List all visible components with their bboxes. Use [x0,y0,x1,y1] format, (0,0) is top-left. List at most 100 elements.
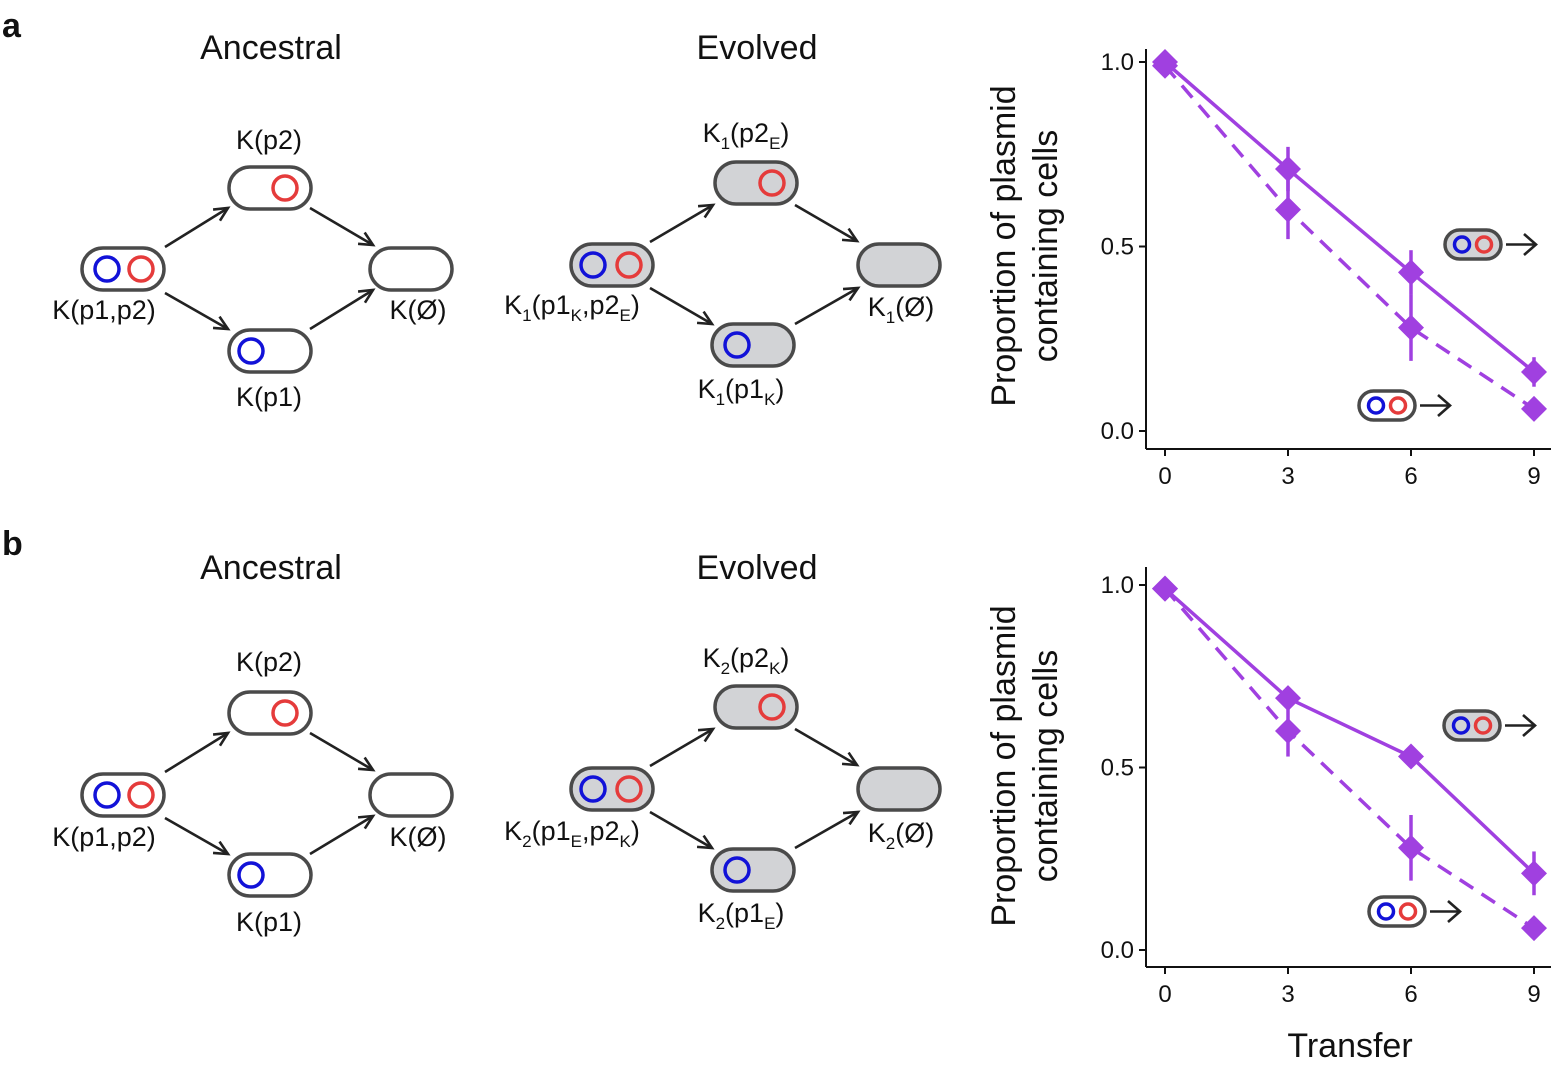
arrowhead-icon [841,751,860,767]
arrowhead-icon [697,727,716,743]
x-axis-label: Transfer [1287,1027,1412,1065]
y-axis-label-line2: containing cells [1027,650,1065,882]
evolved-diagram-b: Evolved K2(p1E,p2K) K2(p2K) K2(p1E) K2(Ø… [504,549,942,933]
legend-solid-b [1442,709,1537,742]
y-tick-label: 0.5 [1101,234,1134,261]
arrowhead-icon [357,814,376,830]
x-tick-label: 3 [1281,463,1294,490]
arrow-loss-p1 [649,203,714,244]
arrow-loss-p2 [309,731,374,772]
arrow-loss-p2 [649,810,713,850]
data-point-marker [1521,860,1547,887]
plot-area-a: 0.0 0.5 1.0 0 3 6 9 [1101,49,1551,490]
arrowhead-icon [212,731,231,747]
arrowhead-icon [696,310,715,326]
arrow-loss-p1 [164,731,229,774]
data-point-marker [1275,685,1301,712]
label-p1: K2(p1E) [698,898,785,933]
plasmid-p2-icon [271,174,299,202]
cell-plasmid-free [856,766,942,812]
panel-b: b Ancestral K(p1,p2) K(p2) K(p1) K(Ø) Ev… [2,525,1551,1065]
arrowhead-icon [842,810,861,826]
y-tick-label: 0.0 [1101,418,1134,445]
plasmid-p1-icon [1366,396,1386,415]
arrowheads [212,203,861,856]
legend-arrow-icon [1430,900,1462,923]
arrow-loss-p1 [794,286,859,326]
data-point-marker [1275,156,1301,183]
data-point-marker [1152,575,1178,602]
plasmid-p2-icon [615,251,643,279]
plasmid-p1-icon [579,775,607,803]
arrow-loss-p2 [649,286,713,326]
x-tick-label: 3 [1281,981,1294,1008]
legend-arrow-icon [1420,394,1452,417]
plasmid-p1-icon [723,856,751,884]
data-point-marker [1398,314,1424,341]
plasmid-p1-icon [237,861,265,889]
series-line-dashed [1163,587,1535,930]
series-line-solid [1163,60,1536,374]
cell-plasmid-free [368,246,454,292]
data-point-marker [1275,718,1301,744]
cell-p1-only [227,852,313,898]
arrow-loss-p1 [794,810,859,850]
plasmid-p2-icon [127,255,155,283]
legend-arrow-icon [1506,233,1538,256]
label-none: K(Ø) [390,295,447,325]
arrow-loss-p2 [794,727,858,767]
legend-dashed-a [1357,389,1452,422]
y-tick-label: 1.0 [1101,49,1134,76]
plasmid-p1-icon [237,337,265,365]
arrow-loss-p2 [309,206,374,247]
plasmid-p1-icon [1452,235,1472,254]
arrowhead-icon [357,756,376,772]
data-point-marker [1521,915,1547,942]
x-tick-label: 0 [1158,981,1171,1008]
label-both: K1(p1K,p2E) [504,290,640,325]
evolved-title-a: Evolved [697,29,818,67]
label-p2: K2(p2K) [703,643,790,678]
label-p1: K(p1) [236,907,302,937]
panel-letter-b: b [2,525,23,563]
plasmid-p2-icon [615,775,643,803]
y-axis-label-line1: Proportion of plasmid [985,85,1023,406]
chart-b: Proportion of plasmid containing cells T… [985,567,1551,1065]
arrow-loss-p2 [164,816,229,856]
data-point-marker [1398,834,1424,861]
data-point-marker [1521,358,1547,385]
arrow-loss-p1 [164,206,229,249]
arrowhead-icon [212,840,231,856]
data-point-marker [1398,743,1424,770]
plasmid-p2-icon [271,699,299,727]
arrowhead-icon [696,834,715,850]
plasmid-p2-icon [758,693,786,721]
plasmid-p2-icon [758,169,786,197]
y-axis-label-line1: Proportion of plasmid [985,605,1023,926]
x-tick-label: 6 [1404,463,1417,490]
arrowhead-icon [212,315,231,331]
label-p1: K1(p1K) [698,374,785,409]
label-both: K(p1,p2) [52,822,156,852]
x-tick-label: 6 [1404,981,1417,1008]
label-both: K(p1,p2) [52,295,156,325]
series-line-dashed [1163,64,1535,411]
plasmid-p2-icon [1398,902,1418,921]
arrow-loss-p1 [309,288,374,331]
arrowhead-icon [842,286,861,302]
series-line-solid [1163,587,1536,875]
plasmid-p1-icon [723,331,751,359]
data-point-marker [1152,52,1178,79]
label-none: K(Ø) [390,822,447,852]
y-axis-label-line2: containing cells [1027,130,1065,362]
y-tick-label: 0.5 [1101,755,1134,782]
legend-dashed-b [1367,895,1462,928]
x-tick-label: 9 [1527,981,1540,1008]
cell-plasmid-free [856,242,942,288]
plasmid-p1-icon [1376,902,1396,921]
arrowhead-icon [212,206,231,222]
ancestral-diagram-b: Ancestral K(p1,p2) K(p2) K(p1) K(Ø) [52,549,454,937]
data-point-marker [1521,395,1547,422]
evolved-title-b: Evolved [697,549,818,587]
label-p2: K1(p2E) [703,118,790,153]
